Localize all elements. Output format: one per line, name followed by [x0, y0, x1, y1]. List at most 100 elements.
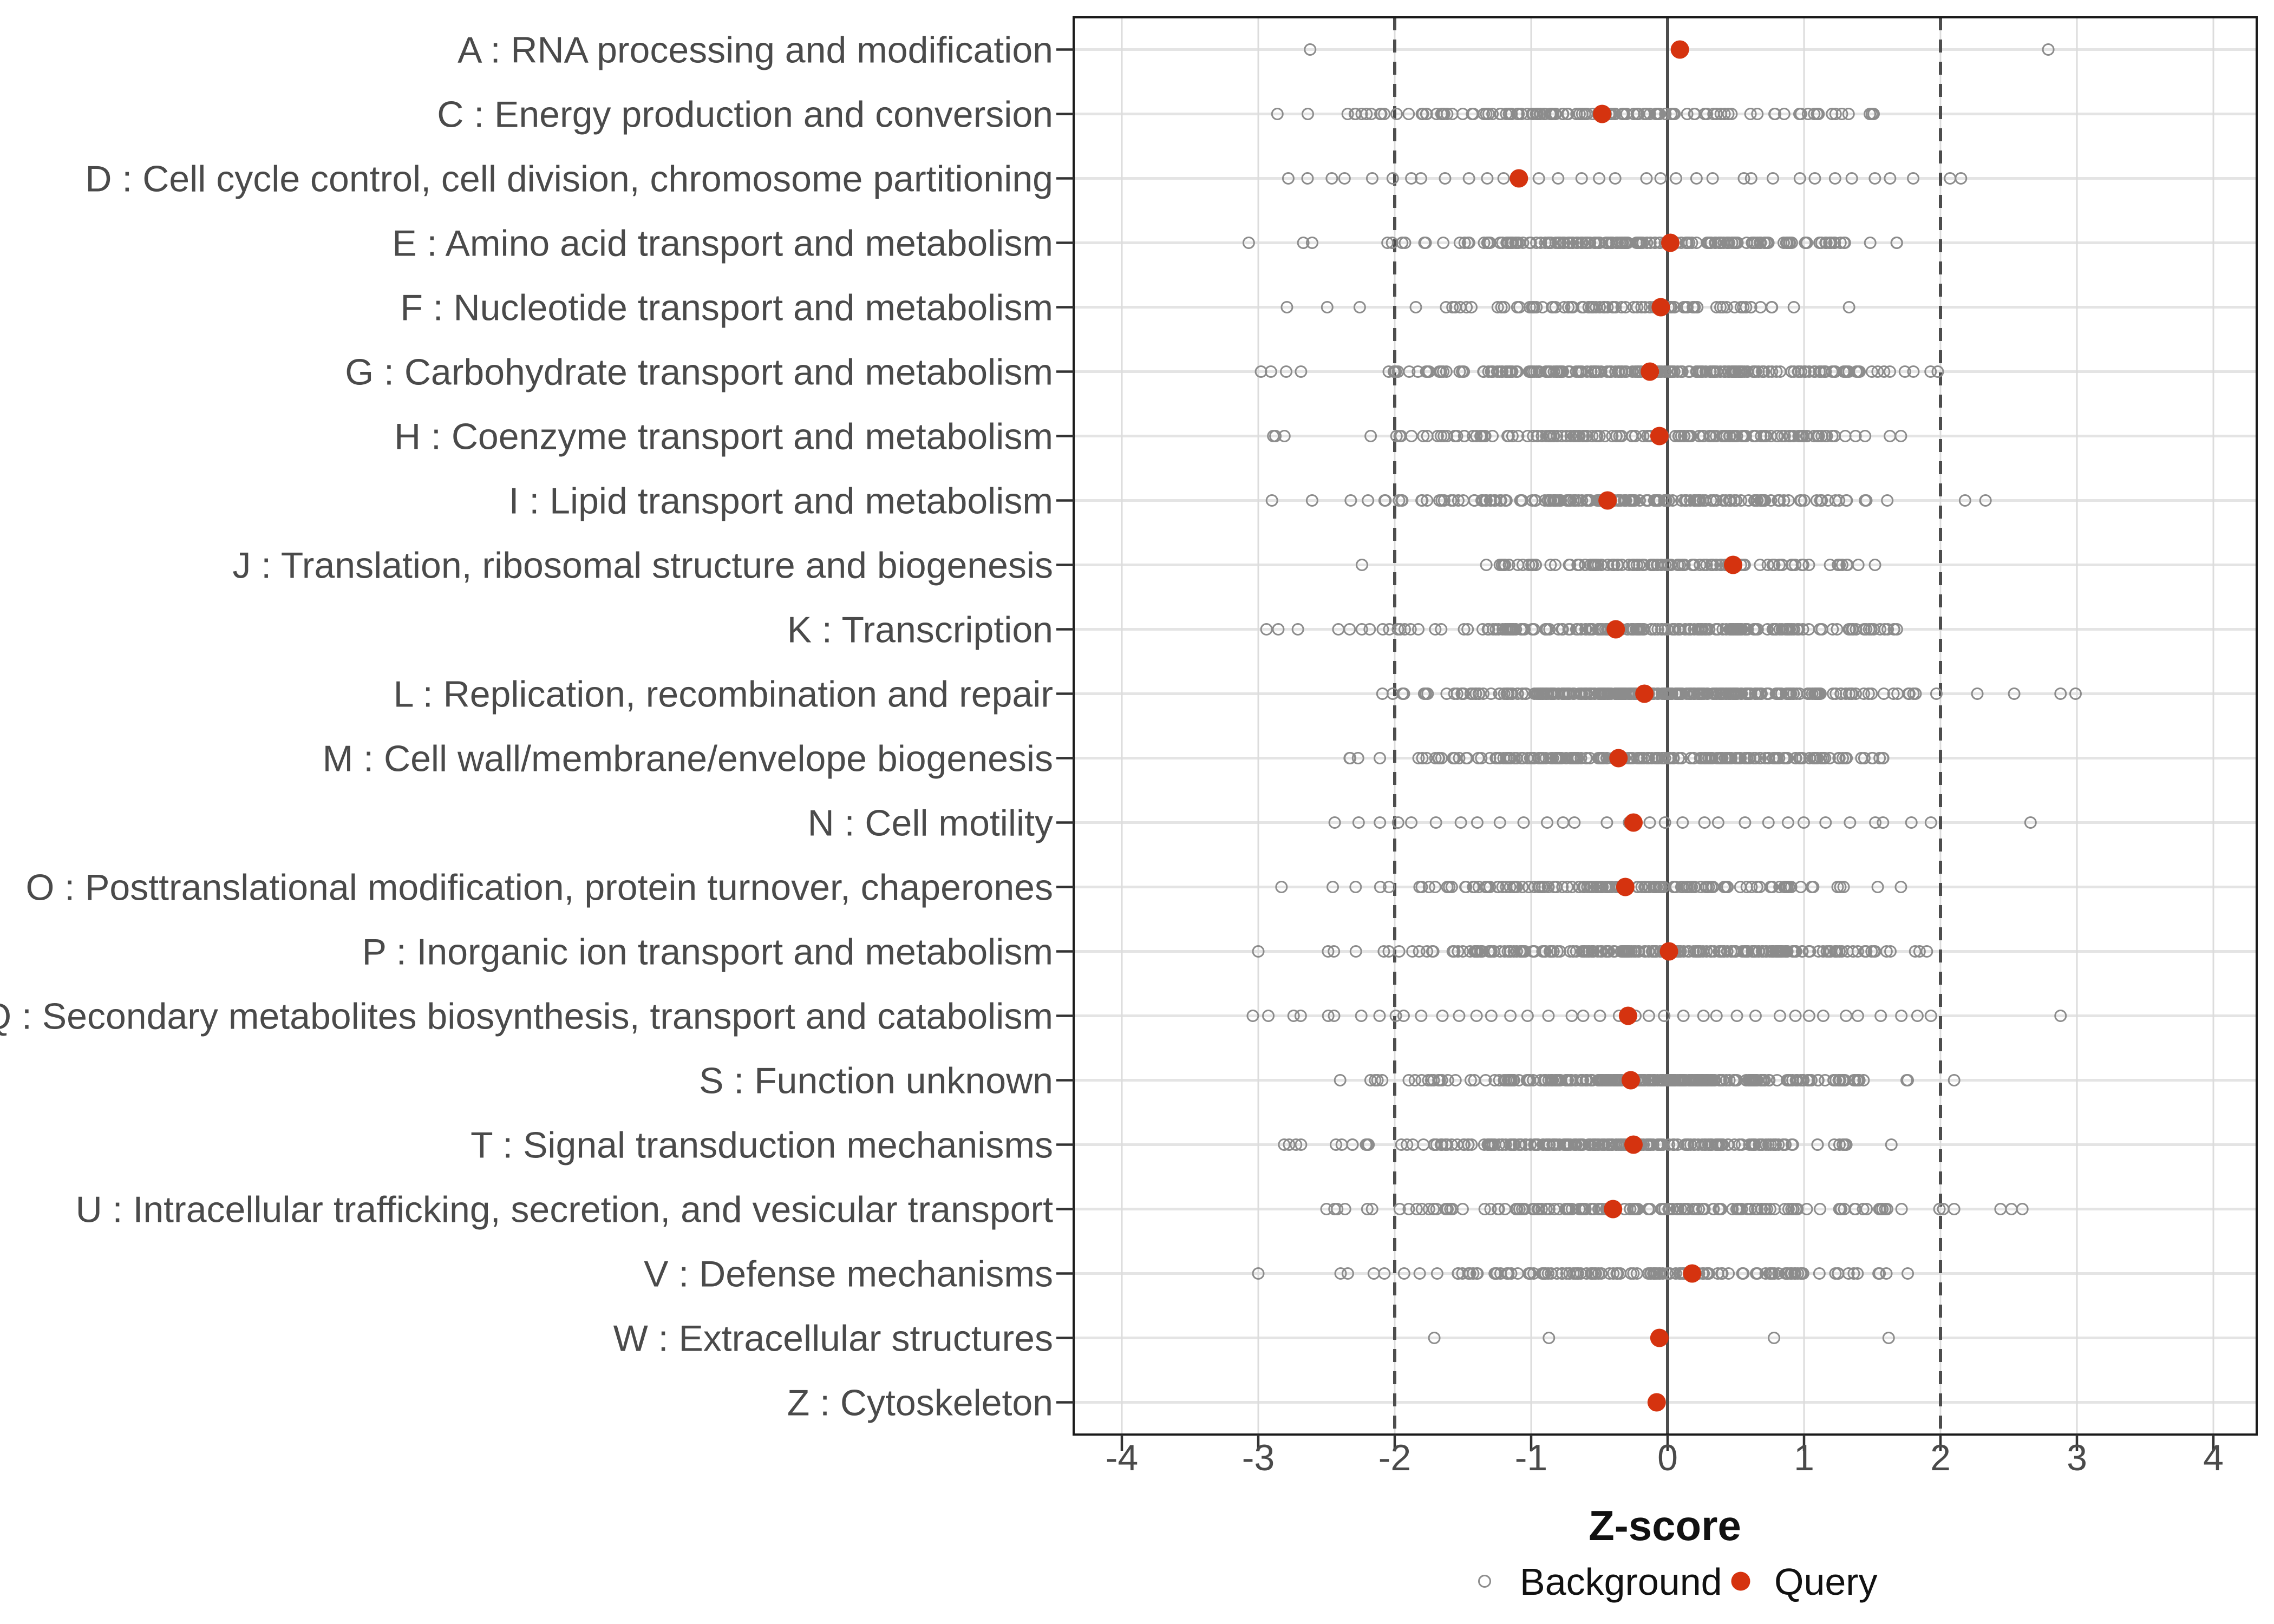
background-point — [1808, 430, 1821, 442]
background-point — [1682, 1074, 1695, 1086]
background-point — [1635, 301, 1648, 313]
background-point — [1537, 687, 1550, 700]
background-point — [1842, 301, 1855, 313]
background-point — [1759, 1267, 1772, 1280]
background-point — [1472, 687, 1485, 700]
background-point — [1413, 1267, 1426, 1280]
background-point — [1521, 1010, 1534, 1022]
background-point — [1824, 559, 1837, 571]
background-point — [1480, 494, 1493, 507]
legend: Background Query — [1478, 1561, 1878, 1603]
background-point — [1851, 1267, 1864, 1280]
background-point — [1882, 1332, 1895, 1344]
background-point — [1874, 1203, 1887, 1215]
background-point — [1548, 559, 1561, 571]
background-point — [1835, 559, 1848, 571]
background-point — [1842, 623, 1855, 636]
background-point — [1785, 1203, 1798, 1215]
background-point — [1291, 623, 1304, 636]
background-point — [1765, 430, 1778, 442]
background-point — [1506, 430, 1519, 442]
background-point — [1470, 1010, 1483, 1022]
background-point — [1560, 430, 1573, 442]
background-point — [1440, 365, 1453, 378]
background-point — [1636, 237, 1649, 249]
background-point — [1696, 1138, 1709, 1151]
background-point — [1428, 1332, 1441, 1344]
query-point — [1624, 1135, 1643, 1154]
background-point — [1720, 301, 1733, 313]
background-point — [1540, 1138, 1553, 1151]
background-point — [1402, 108, 1415, 120]
background-point — [1593, 172, 1606, 185]
background-point — [1527, 1074, 1540, 1086]
background-point — [1452, 945, 1465, 958]
background-point — [1488, 945, 1501, 958]
background-point — [1590, 430, 1603, 442]
background-point — [1305, 494, 1318, 507]
background-point — [1715, 687, 1728, 700]
background-point — [1344, 494, 1357, 507]
background-point — [1681, 108, 1694, 120]
background-point — [1481, 623, 1494, 636]
background-point — [1500, 687, 1513, 700]
category-label: Q : Secondary metabolites biosynthesis, … — [0, 996, 1053, 1037]
background-point — [1453, 1010, 1466, 1022]
background-point — [1905, 816, 1918, 829]
background-point — [1499, 623, 1512, 636]
background-point — [1606, 237, 1619, 249]
background-point — [1715, 1267, 1728, 1280]
background-point — [1593, 1010, 1606, 1022]
background-point — [1498, 1074, 1511, 1086]
background-point — [1416, 752, 1429, 764]
background-point — [1796, 1267, 1809, 1280]
background-point — [1476, 494, 1489, 507]
background-point — [1802, 559, 1815, 571]
background-point — [1602, 559, 1615, 571]
background-point — [1788, 1267, 1801, 1280]
background-point — [1714, 752, 1727, 764]
background-point — [1545, 1074, 1558, 1086]
background-point — [1757, 365, 1770, 378]
background-point — [1684, 687, 1697, 700]
background-point — [1386, 172, 1399, 185]
background-point — [1573, 881, 1586, 893]
background-point — [1280, 365, 1293, 378]
background-point — [1441, 1203, 1454, 1215]
background-point — [1601, 1074, 1614, 1086]
background-point — [1482, 108, 1495, 120]
background-point — [1543, 623, 1556, 636]
background-point — [1738, 365, 1751, 378]
background-point — [1827, 1074, 1840, 1086]
legend-query-key-icon — [1731, 1571, 1750, 1591]
background-point — [1589, 1138, 1602, 1151]
background-point — [1519, 945, 1532, 958]
background-point — [1437, 237, 1450, 249]
background-point — [1554, 494, 1567, 507]
background-point — [1435, 1074, 1448, 1086]
background-point — [1607, 1267, 1620, 1280]
background-point — [1873, 1267, 1886, 1280]
background-point — [1710, 108, 1723, 120]
background-point — [1645, 559, 1658, 571]
background-point — [1355, 623, 1368, 636]
background-point — [1833, 752, 1846, 764]
background-point — [1427, 1074, 1440, 1086]
background-point — [1733, 1203, 1746, 1215]
background-point — [1271, 108, 1284, 120]
background-point — [1842, 687, 1855, 700]
background-point — [1415, 108, 1428, 120]
background-point — [1833, 1138, 1846, 1151]
background-point — [1471, 816, 1484, 829]
query-point — [1670, 40, 1689, 59]
background-point — [1480, 559, 1493, 571]
background-point — [1508, 881, 1521, 893]
background-point — [1730, 1010, 1743, 1022]
background-point — [1471, 1267, 1484, 1280]
background-point — [1632, 108, 1645, 120]
background-point — [1260, 623, 1273, 636]
query-point — [1723, 555, 1742, 574]
background-point — [1467, 430, 1480, 442]
background-point — [1542, 1010, 1555, 1022]
background-point — [1620, 945, 1633, 958]
